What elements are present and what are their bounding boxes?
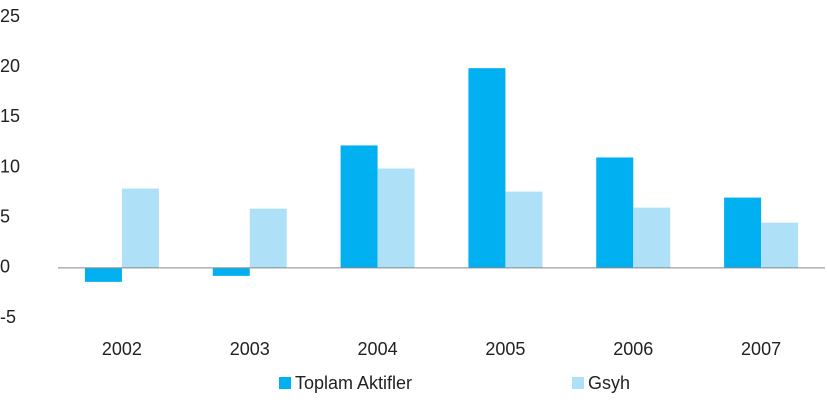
x-tick-label: 2004: [358, 339, 398, 359]
y-tick-label: 0: [0, 257, 10, 277]
y-tick-label: 5: [0, 206, 10, 226]
legend-label: Gsyh: [588, 373, 630, 393]
x-tick-label: 2006: [613, 339, 653, 359]
bar: [596, 157, 634, 268]
y-tick-label: 25: [0, 6, 20, 26]
bar: [249, 208, 287, 268]
y-tick-label: 20: [0, 56, 20, 76]
x-tick-label: 2003: [230, 339, 270, 359]
y-tick-label: -5: [0, 307, 16, 327]
bar: [121, 188, 159, 268]
legend-label: Toplam Aktifler: [295, 373, 412, 393]
bar: [340, 145, 378, 268]
legend-swatch: [572, 377, 584, 389]
bar: [468, 68, 506, 268]
x-tick-label: 2007: [741, 339, 781, 359]
y-tick-label: 10: [0, 156, 20, 176]
x-tick-label: 2002: [102, 339, 142, 359]
x-tick-label: 2005: [485, 339, 525, 359]
bar: [84, 267, 122, 282]
bar: [377, 168, 415, 268]
bar: [724, 197, 762, 268]
bar: [505, 191, 543, 268]
bar: [633, 207, 671, 268]
y-tick-label: 15: [0, 106, 20, 126]
bar: [212, 267, 250, 276]
legend-swatch: [279, 377, 291, 389]
bar: [761, 222, 799, 268]
